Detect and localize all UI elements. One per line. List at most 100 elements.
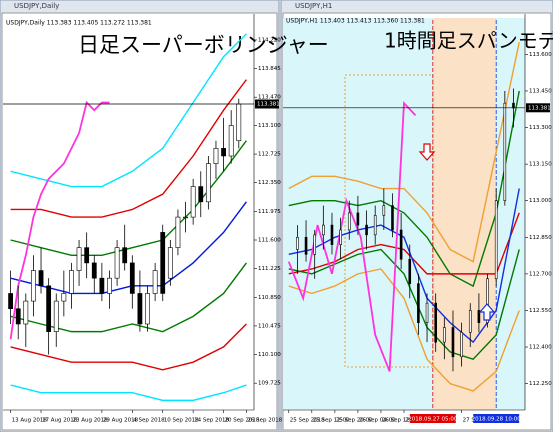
y-tick-label: 112.350 xyxy=(258,180,281,186)
y-tick-label: 112.850 xyxy=(529,235,552,241)
indicator-line xyxy=(288,42,520,263)
indicator-line xyxy=(10,33,247,188)
candle-body xyxy=(76,247,82,271)
candle-body xyxy=(183,216,188,219)
candle-body xyxy=(167,247,173,279)
candle-body xyxy=(313,234,316,255)
time-marker-box xyxy=(409,414,456,423)
x-tick-label: 10 Sep 2018 xyxy=(164,418,199,424)
y-tick-label: 110.475 xyxy=(258,323,281,329)
candle-body xyxy=(434,302,437,343)
candle-body xyxy=(399,229,403,260)
candle-body xyxy=(503,102,507,202)
y-tick-label: 113.100 xyxy=(258,123,281,129)
candle-body xyxy=(61,293,67,302)
candle-body xyxy=(46,285,52,332)
candle-body xyxy=(512,102,515,109)
candle-body xyxy=(221,148,226,157)
candle-body xyxy=(460,332,463,358)
candle-body xyxy=(84,247,90,264)
down-arrow xyxy=(418,143,436,161)
indicator-line xyxy=(9,100,110,340)
candle-body xyxy=(205,163,211,203)
window-title: USDJPY,H1 xyxy=(295,2,332,10)
price-box xyxy=(255,99,279,109)
y-tick-label: 113.000 xyxy=(529,198,552,204)
y-tick-label: 110.100 xyxy=(258,352,281,358)
x-tick-label: 29 Aug 2018 xyxy=(103,418,139,424)
candle-body xyxy=(322,224,325,236)
chart-title: 1時間足スパンモデル xyxy=(384,29,553,53)
chart-area xyxy=(1,12,278,431)
candle-body xyxy=(69,270,74,294)
price-label: 113.381 xyxy=(257,101,280,107)
indicator-line xyxy=(288,188,520,344)
y-tick-label: 112.400 xyxy=(529,345,552,351)
axes: 114.220 113.845 113.470 113.100 112.725 112.3… xyxy=(3,14,283,424)
y-tick-label: 112.700 xyxy=(529,271,552,277)
candle-body xyxy=(477,310,481,323)
y-tick-label: 111.975 xyxy=(258,209,281,215)
indicator-line xyxy=(10,384,247,402)
x-tick-label: 25 Sep 20:00 xyxy=(336,418,373,424)
candle-body xyxy=(304,236,308,255)
indicator-line xyxy=(288,268,520,392)
y-tick-label: 113.450 xyxy=(529,88,552,94)
indicator-line xyxy=(10,140,247,256)
plot xyxy=(3,33,254,402)
candle-body xyxy=(122,247,128,264)
indicator-line xyxy=(10,262,247,333)
candle-body xyxy=(373,215,377,236)
candle-body xyxy=(425,302,429,323)
window-title: USDJPY,Daily xyxy=(14,2,59,10)
y-tick-label: 112.550 xyxy=(529,308,552,314)
x-tick-label: 26 Sep 12:00 xyxy=(382,418,419,424)
time-marker-label: 2018.09.27 05:00 xyxy=(408,417,458,423)
indicator-line xyxy=(10,79,247,218)
candle-body xyxy=(15,308,21,325)
candle-body xyxy=(468,310,472,333)
span-region xyxy=(433,18,496,410)
candle-body xyxy=(347,212,351,231)
candle-body xyxy=(114,247,120,279)
candle-body xyxy=(99,277,105,294)
candle-body xyxy=(190,186,196,218)
axes: 113.600 113.450 113.300 113.150 113.000 112.8… xyxy=(283,14,552,424)
y-tick-label: 109.725 xyxy=(258,381,281,387)
y-tick-label: 112.250 xyxy=(529,381,552,387)
candle-body xyxy=(486,278,489,323)
candle-body xyxy=(31,270,36,302)
candle-body xyxy=(8,293,13,310)
indicator-line xyxy=(288,90,520,288)
y-tick-label: 113.150 xyxy=(529,162,552,168)
candle-body xyxy=(160,232,166,294)
candle-body xyxy=(330,224,334,245)
candle-body xyxy=(391,205,394,231)
candle-body xyxy=(38,270,44,287)
indicator-line xyxy=(10,323,247,371)
candle-body xyxy=(129,262,135,294)
up-arrow xyxy=(478,303,496,321)
candle-body xyxy=(417,283,420,323)
candle-body xyxy=(365,224,368,236)
indicator-line xyxy=(288,248,520,361)
candle-body xyxy=(236,103,242,142)
candle-body xyxy=(339,229,342,245)
candle-body xyxy=(451,327,455,358)
candle-body xyxy=(296,236,299,250)
candle-body xyxy=(53,300,59,332)
indicator-line xyxy=(287,101,417,372)
price-box xyxy=(526,103,550,113)
plot xyxy=(283,18,525,410)
candle-body xyxy=(382,205,386,216)
price-label: 113.381 xyxy=(528,105,551,111)
x-tick-label: 26 Sep 04:00 xyxy=(359,418,396,424)
candle-body xyxy=(408,258,412,284)
x-tick-label: 13 Aug 2018 xyxy=(12,418,48,424)
candle-body xyxy=(152,270,158,294)
candle-body xyxy=(228,125,234,157)
candle-body xyxy=(356,212,360,226)
candle-body xyxy=(175,216,181,248)
indicator-line xyxy=(288,212,520,275)
